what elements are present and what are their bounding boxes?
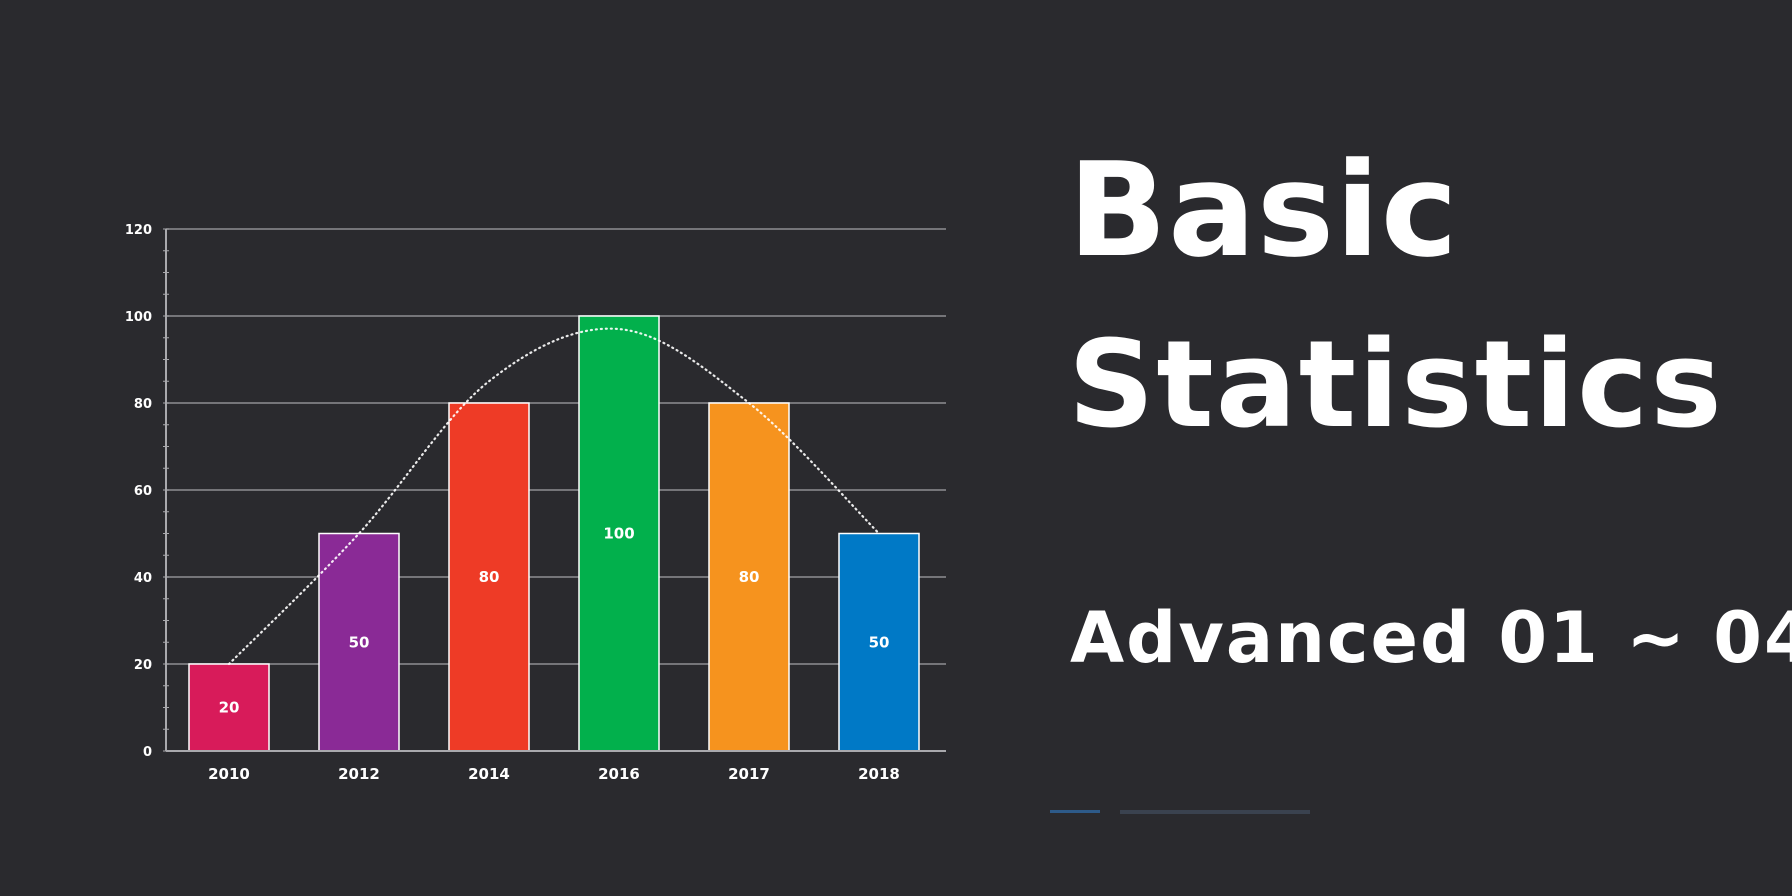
bar xyxy=(318,532,400,752)
footer-decoration xyxy=(1050,810,1310,814)
x-tick-label: 2016 xyxy=(598,765,640,783)
y-tick-label: 100 xyxy=(125,310,152,325)
bar-data-label: 20 xyxy=(219,699,240,717)
bar xyxy=(708,402,790,752)
x-tick-label: 2010 xyxy=(208,765,250,783)
trend-curve xyxy=(227,327,881,666)
bar-data-label: 50 xyxy=(349,633,370,651)
bar-data-label: 100 xyxy=(603,525,634,543)
y-tick-label: 0 xyxy=(143,745,152,760)
y-tick-label: 60 xyxy=(134,484,152,499)
bar xyxy=(838,532,920,752)
bar-data-labels: 20 50 80 100 80 50 xyxy=(219,525,890,717)
bar-data-label: 80 xyxy=(479,568,500,586)
subtitle: Advanced 01 ~ 04 xyxy=(1070,597,1792,679)
axes xyxy=(165,229,946,752)
footer-decoration-accent xyxy=(1050,810,1100,813)
y-axis-tick-labels: 0 20 40 60 80 100 120 xyxy=(125,223,152,760)
trend-curve-line xyxy=(227,327,881,666)
y-tick-label: 80 xyxy=(134,397,152,412)
title-line-1: Basic xyxy=(1068,134,1459,286)
y-tick-label: 40 xyxy=(134,571,152,586)
y-tick-label: 20 xyxy=(134,658,152,673)
title-line-2: Statistics xyxy=(1068,316,1724,455)
y-tick-label: 120 xyxy=(125,223,152,238)
x-axis-tick-labels: 2010 2012 2014 2016 2017 2018 xyxy=(208,765,900,783)
footer-decoration-bar xyxy=(1120,810,1310,814)
bar xyxy=(448,402,530,752)
x-tick-label: 2018 xyxy=(858,765,900,783)
gridlines xyxy=(166,228,946,665)
x-tick-label: 2014 xyxy=(468,765,510,783)
bar-data-label: 80 xyxy=(739,568,760,586)
bar-data-label: 50 xyxy=(869,633,890,651)
bar xyxy=(578,315,660,752)
x-tick-label: 2012 xyxy=(338,765,380,783)
bar xyxy=(188,663,270,752)
x-tick-label: 2017 xyxy=(728,765,770,783)
bars xyxy=(188,315,920,752)
